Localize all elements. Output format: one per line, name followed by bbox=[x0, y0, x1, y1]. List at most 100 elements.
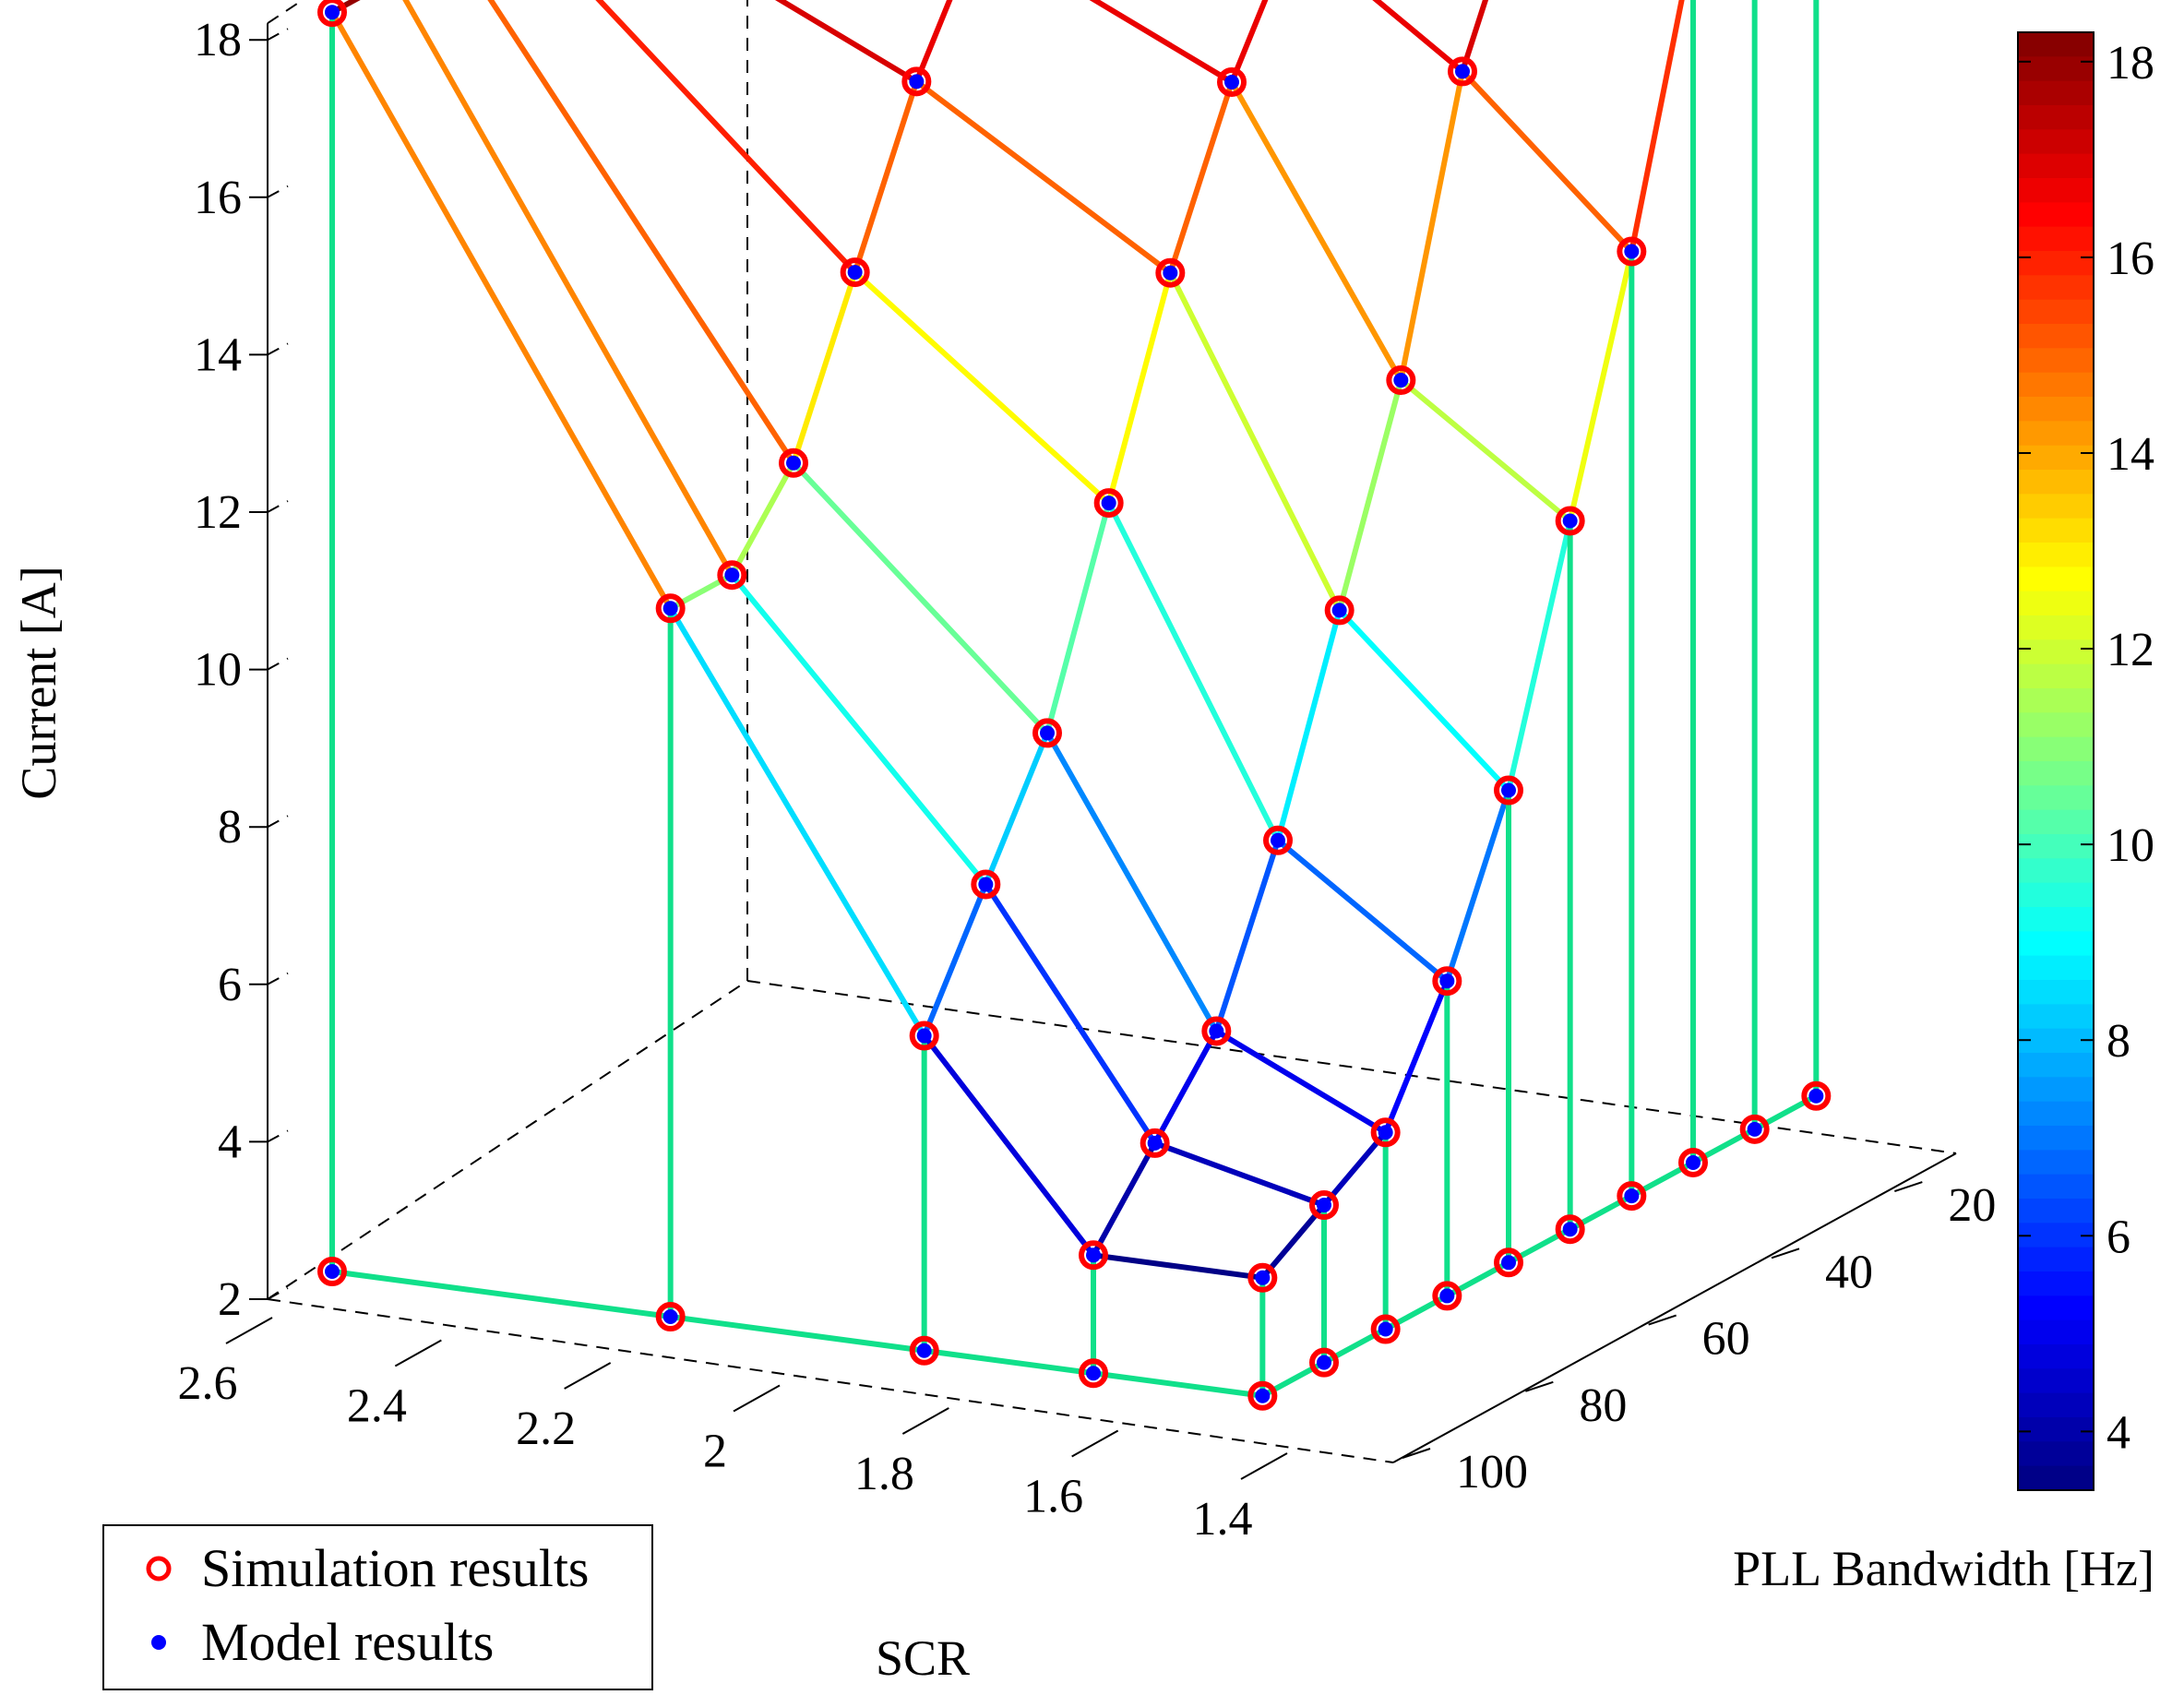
simulation-marker bbox=[1678, 1147, 1708, 1177]
z-gridline bbox=[267, 28, 289, 42]
simulation-marker bbox=[909, 1335, 939, 1366]
mesh-edge-scr bbox=[913, 78, 1174, 276]
axis-box bbox=[267, 0, 1957, 1463]
y-tick-label: 20 bbox=[1948, 1179, 1996, 1232]
colorbar: 4 6 8 10 12 14 16 18 bbox=[2017, 31, 2154, 1491]
colorbar-segment bbox=[2018, 955, 2094, 981]
simulation-marker bbox=[317, 0, 347, 28]
colorbar-segment bbox=[2018, 421, 2094, 447]
colorbar-segment bbox=[2018, 178, 2094, 204]
colorbar-segment bbox=[2018, 226, 2094, 252]
model-marker bbox=[1224, 74, 1239, 90]
model-marker bbox=[1317, 1355, 1331, 1370]
mesh-edge-bandwidth bbox=[1229, 0, 1269, 85]
legend-simulation-label: Simulation results bbox=[201, 1538, 590, 1598]
model-marker bbox=[916, 1028, 932, 1044]
simulation-marker bbox=[1555, 506, 1585, 536]
y-tick bbox=[1648, 1314, 1677, 1326]
colorbar-segment bbox=[2018, 1417, 2094, 1443]
model-marker bbox=[1393, 373, 1409, 388]
model-marker bbox=[1331, 603, 1347, 618]
colorbar-segment bbox=[2018, 907, 2094, 933]
colorbar-segment bbox=[2018, 275, 2094, 301]
mesh-edge-bandwidth bbox=[1105, 269, 1174, 507]
x-tick bbox=[1240, 1452, 1288, 1480]
colorbar-segment bbox=[2018, 761, 2094, 787]
colorbar-segment bbox=[2018, 397, 2094, 423]
colorbar-segment bbox=[2018, 1295, 2094, 1321]
mesh-edge-bandwidth bbox=[1460, 0, 1489, 75]
x-tick bbox=[901, 1407, 949, 1435]
colorbar-tick-label: 4 bbox=[2106, 1406, 2130, 1459]
legend-box bbox=[102, 1524, 653, 1690]
simulation-marker bbox=[1079, 1358, 1108, 1389]
z-gridline bbox=[267, 657, 289, 671]
colorbar-segment bbox=[2018, 834, 2094, 860]
simulation-marker bbox=[1801, 1080, 1832, 1111]
simulation-marker bbox=[1247, 1380, 1278, 1411]
model-marker bbox=[1747, 1121, 1762, 1137]
colorbar-tick-label: 12 bbox=[2106, 624, 2154, 676]
floor-edge-scr bbox=[921, 1347, 1096, 1377]
mesh-edge-scr bbox=[329, 9, 674, 612]
colorbar-segment bbox=[2018, 712, 2094, 738]
z-tick-label: 4 bbox=[218, 1116, 242, 1168]
model-marker bbox=[325, 5, 340, 20]
colorbar-segment bbox=[2018, 299, 2094, 325]
mesh-edge-bandwidth bbox=[1167, 78, 1235, 276]
simulation-marker bbox=[1494, 1247, 1523, 1278]
colorbar-segment bbox=[2018, 105, 2094, 131]
mesh-edge-scr bbox=[1460, 68, 1635, 255]
mesh-edge-scr bbox=[1372, 0, 1465, 75]
colorbar-segment bbox=[2018, 785, 2094, 811]
box-floor-front-edge bbox=[267, 1298, 1394, 1463]
mesh-edge-scr bbox=[791, 460, 1050, 736]
y-axis-line bbox=[1392, 1152, 1957, 1463]
mesh-edges bbox=[329, 0, 1820, 1399]
model-marker bbox=[1439, 1288, 1455, 1304]
model-marker bbox=[662, 601, 678, 616]
colorbar-segment bbox=[2018, 1392, 2094, 1418]
mesh-edge-bandwidth bbox=[1336, 377, 1404, 614]
z-gridline bbox=[267, 972, 289, 985]
y-tick bbox=[1402, 1448, 1431, 1459]
mesh-edge-scr bbox=[1229, 78, 1404, 384]
mesh-edge-bandwidth bbox=[791, 269, 858, 466]
floor-edge-scr bbox=[329, 1269, 674, 1319]
model-marker bbox=[847, 265, 863, 281]
colorbar-segment bbox=[2018, 615, 2094, 641]
simulation-marker bbox=[1079, 1240, 1108, 1271]
simulation-marker bbox=[1432, 1281, 1462, 1311]
simulation-marker bbox=[1309, 1190, 1339, 1221]
simulation-marker bbox=[971, 869, 1001, 900]
mesh-edge-bandwidth bbox=[1275, 607, 1343, 843]
z-tick-label: 8 bbox=[218, 801, 242, 854]
model-marker bbox=[1209, 1023, 1224, 1039]
simulation-marker bbox=[1386, 365, 1416, 396]
colorbar-segment bbox=[2018, 1150, 2094, 1176]
colorbar-segment bbox=[2018, 736, 2094, 762]
colorbar-tick-label: 8 bbox=[2106, 1015, 2130, 1068]
model-marker bbox=[786, 455, 801, 471]
x-tick bbox=[225, 1317, 273, 1344]
simulation-marker bbox=[1140, 1128, 1170, 1158]
mesh-edge-bandwidth bbox=[913, 0, 953, 85]
colorbar-segment bbox=[2018, 1174, 2094, 1200]
y-tick-label: 60 bbox=[1702, 1313, 1750, 1366]
mesh-edge-scr bbox=[402, 0, 735, 579]
colorbar-segment bbox=[2018, 1441, 2094, 1467]
mesh-edge-scr bbox=[774, 0, 920, 85]
x-tick-label: 2 bbox=[703, 1426, 727, 1478]
mesh-edge-bandwidth bbox=[729, 460, 796, 579]
colorbar-segment bbox=[2018, 1126, 2094, 1152]
y-axis-title: PLL Bandwidth [Hz] bbox=[1733, 1541, 2154, 1596]
simulation-marker bbox=[1739, 1114, 1770, 1144]
mesh-edge-bandwidth bbox=[1213, 837, 1281, 1034]
y-tick bbox=[1525, 1380, 1554, 1392]
model-marker bbox=[1255, 1270, 1271, 1285]
simulation-marker bbox=[655, 593, 686, 624]
mesh-edge-scr bbox=[1336, 607, 1511, 794]
simulation-marker bbox=[1093, 488, 1124, 519]
model-marker bbox=[1624, 244, 1640, 259]
model-marker bbox=[1808, 1088, 1824, 1104]
